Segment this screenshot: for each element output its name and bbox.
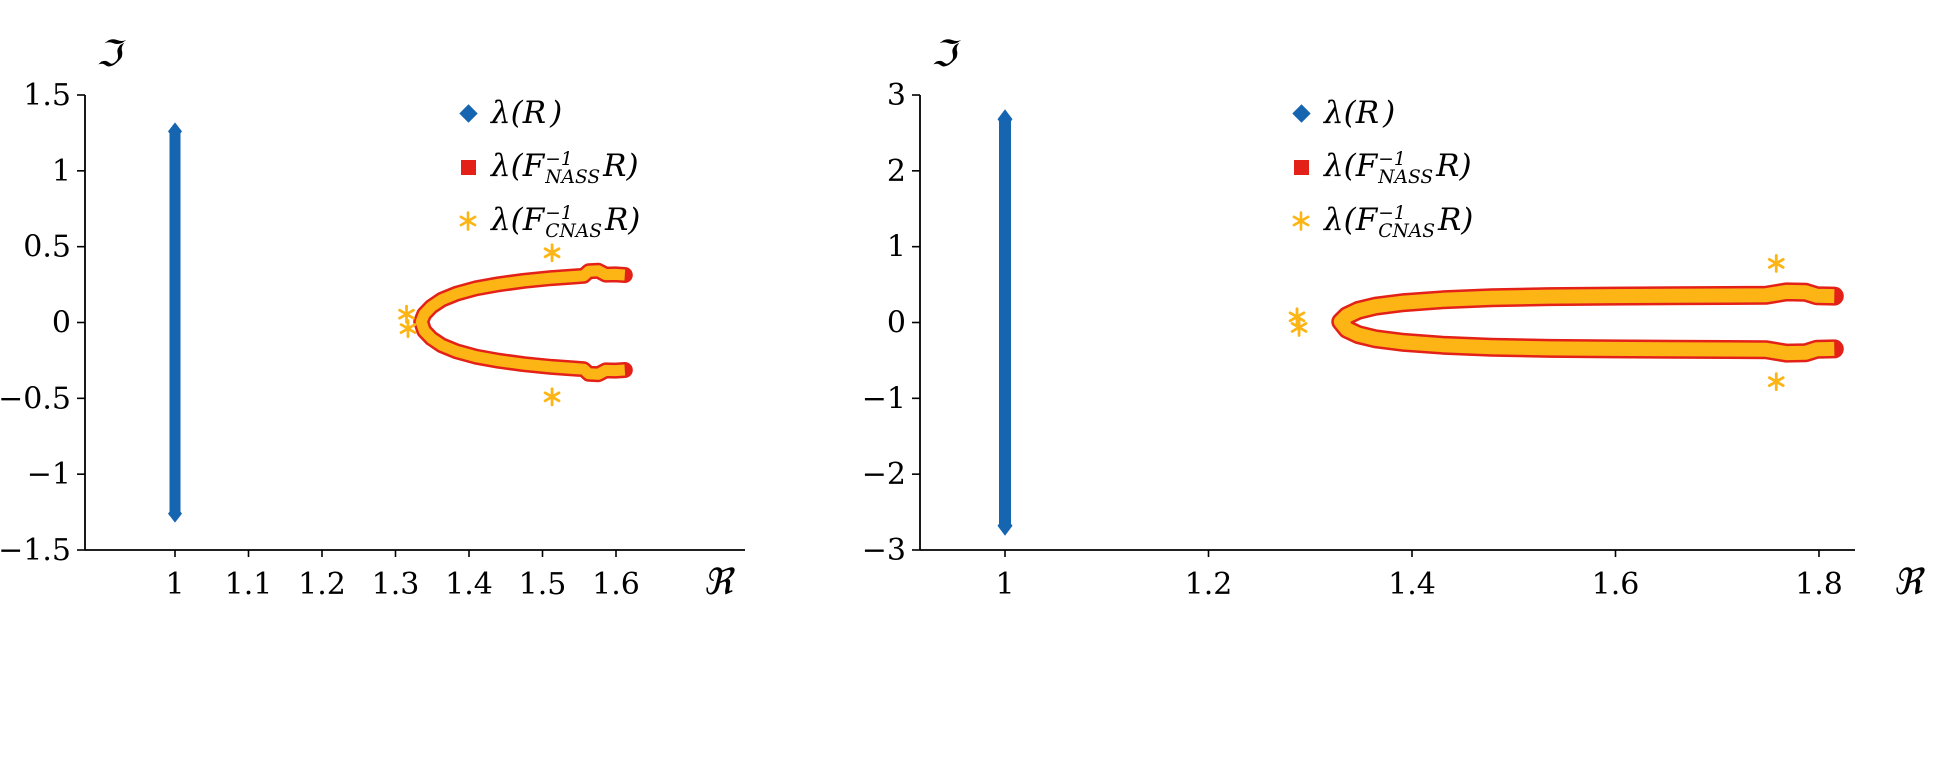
svg-text:3: 3 (887, 78, 906, 113)
svg-text:0: 0 (52, 306, 71, 341)
legend-label-pre: λ( (1324, 202, 1356, 239)
legend-label: λ(F −1 CNAS R) (491, 202, 641, 242)
svg-text:1.6: 1.6 (1592, 567, 1640, 602)
svg-text:ℑ: ℑ (96, 34, 127, 75)
legend-label-base: F (522, 202, 545, 239)
svg-text:0.5: 0.5 (23, 230, 71, 265)
legend-item-lambda-FCNAS-R: λ(F −1 CNAS R) (455, 194, 640, 248)
svg-text:ℑ: ℑ (931, 34, 962, 75)
legend-label-post: R) (603, 148, 639, 185)
legend-item-lambda-R: λ(R) (1288, 86, 1473, 140)
legend-label-sub: NASS (1378, 166, 1434, 188)
svg-text:1: 1 (995, 567, 1014, 602)
legend-item-lambda-FCNAS-R: λ(F −1 CNAS R) (1288, 194, 1473, 248)
svg-text:1.4: 1.4 (445, 567, 493, 602)
square-marker-icon (455, 159, 481, 175)
legend-item-lambda-FNASS-R: λ(F −1 NASS R) (1288, 140, 1473, 194)
svg-text:0: 0 (887, 306, 906, 341)
legend-label-pre: λ( (491, 95, 523, 131)
square-marker-icon (1288, 159, 1314, 175)
asterisk-marker-icon (1288, 211, 1314, 231)
svg-text:1.1: 1.1 (225, 567, 273, 602)
svg-text:2: 2 (887, 154, 906, 189)
legend-label-supsub: −1 CNAS (1378, 203, 1435, 242)
svg-text:1.2: 1.2 (1185, 567, 1233, 602)
legend-label-sub: CNAS (1378, 220, 1435, 242)
legend-label-post: R) (604, 202, 641, 239)
asterisk-marker-icon (455, 211, 481, 231)
legend-label: λ(F −1 CNAS R) (1324, 202, 1474, 242)
svg-text:−0.5: −0.5 (0, 381, 71, 416)
legend-label-pre: λ( (491, 202, 523, 239)
svg-text:−1: −1 (862, 381, 906, 416)
legend-label-base: F (1355, 148, 1378, 185)
legend-label-post: R) (1436, 148, 1472, 185)
svg-text:−1.5: −1.5 (0, 533, 71, 568)
legend-label-sub: CNAS (545, 220, 602, 242)
legend-label-post: ) (1383, 95, 1396, 131)
svg-text:−3: −3 (862, 533, 906, 568)
legend-label-sup: −1 (1378, 149, 1406, 171)
legend-label-sub: NASS (545, 166, 601, 188)
legend-label-pre: λ( (1324, 148, 1356, 185)
svg-text:ℜ: ℜ (1893, 562, 1926, 603)
diamond-marker-icon (455, 103, 481, 123)
svg-text:1: 1 (887, 230, 906, 265)
legend-label-base: F (1355, 202, 1378, 239)
svg-text:1: 1 (165, 567, 184, 602)
svg-text:1: 1 (52, 154, 71, 189)
legend-label-sup: −1 (1378, 203, 1406, 225)
legend-label: λ(F −1 NASS R) (491, 148, 639, 188)
legend-label-post: R) (1437, 202, 1474, 239)
legend-label-base: F (522, 148, 545, 185)
svg-text:1.5: 1.5 (23, 78, 71, 113)
legend-item-lambda-R: λ(R) (455, 86, 640, 140)
legend-item-lambda-FNASS-R: λ(F −1 NASS R) (455, 140, 640, 194)
legend-label-base: R (1355, 95, 1380, 131)
svg-text:−1: −1 (27, 457, 71, 492)
svg-text:1.4: 1.4 (1388, 567, 1436, 602)
svg-text:1.3: 1.3 (372, 567, 420, 602)
legend-label: λ(R) (1324, 95, 1395, 131)
svg-text:1.5: 1.5 (519, 567, 567, 602)
legend-label-supsub: −1 NASS (1378, 149, 1434, 188)
svg-text:1.8: 1.8 (1795, 567, 1843, 602)
legend-label-base: R (522, 95, 547, 131)
legend-label: λ(R) (491, 95, 562, 131)
legend-label-sup: −1 (545, 203, 573, 225)
legend-label-sup: −1 (545, 149, 573, 171)
legend-label-pre: λ( (1324, 95, 1356, 131)
legend-label-pre: λ( (491, 148, 523, 185)
legend-left: λ(R) λ(F −1 NASS R) λ(F −1 CNAS R) (455, 86, 640, 248)
svg-text:1.2: 1.2 (298, 567, 346, 602)
legend-right: λ(R) λ(F −1 NASS R) λ(F −1 CNAS R) (1288, 86, 1473, 248)
legend-label-supsub: −1 NASS (545, 149, 601, 188)
legend-label-post: ) (550, 95, 563, 131)
diamond-marker-icon (1288, 103, 1314, 123)
svg-text:−2: −2 (862, 457, 906, 492)
svg-text:ℜ: ℜ (703, 562, 736, 603)
legend-label-supsub: −1 CNAS (545, 203, 602, 242)
legend-label: λ(F −1 NASS R) (1324, 148, 1472, 188)
svg-text:1.6: 1.6 (592, 567, 640, 602)
